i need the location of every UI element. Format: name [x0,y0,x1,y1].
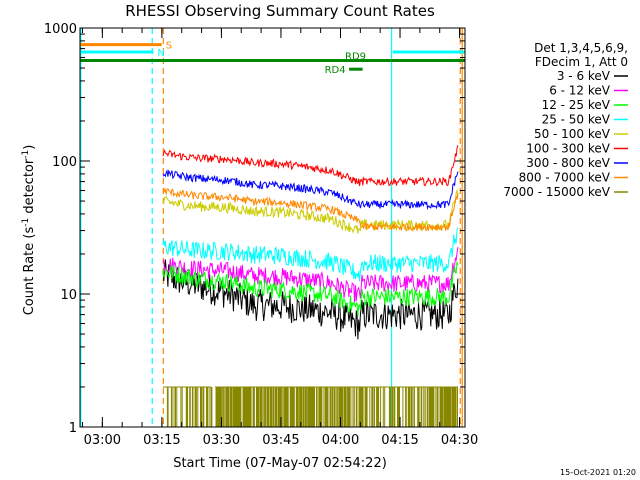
legend: Det 1,3,4,5,6,9, FDecim 1, Att 0 3 - 6 k… [503,41,628,199]
x-tick-label-6: 04:30 [441,433,478,448]
y-axis-label-sup1: -1 [21,218,31,227]
y-axis-label-main: Count Rate (s [22,227,37,316]
legend-header-line-1: Det 1,3,4,5,6,9, [534,41,628,55]
y-tick-label-3: 1000 [44,22,77,37]
legend-label-3: 25 - 50 keV [542,113,611,127]
y-tick-label-2: 100 [52,155,77,170]
flag-label-3: RD9 [345,51,366,62]
x-tick-label-5: 04:15 [381,433,418,448]
x-tick-label-1: 03:15 [143,433,180,448]
count-rate-chart: RHESSI Observing Summary Count Rates SN R… [0,0,640,480]
y-axis-label-end: ) [22,145,37,150]
series-line-3 [163,228,458,282]
legend-label-8: 7000 - 15000 keV [503,185,610,199]
series-line-6 [163,171,458,209]
flag-label-0: S [166,41,172,52]
x-tick-label-3: 03:45 [262,433,299,448]
x-axis-label: Start Time (07-May-07 02:54:22) [173,456,387,471]
flag-label-4: RD4 [325,65,346,76]
flag-label-1: N [157,48,164,59]
series-line-8 [163,387,458,427]
x-axis: 03:00 03:15 03:30 03:45 04:00 04:15 04:30 [83,28,479,448]
footer-timestamp: 15-Oct-2021 01:20 [560,468,636,477]
y-axis-label: Count Rate (s-1 detector-1) [21,145,37,316]
x-tick-label-2: 03:30 [203,433,240,448]
y-tick-label-0: 1 [69,421,77,436]
legend-label-7: 800 - 7000 keV [519,171,611,185]
x-tick-label-0: 03:00 [84,433,121,448]
y-axis-label-sup2: -1 [21,150,31,159]
legend-label-1: 6 - 12 keV [549,84,611,98]
y-axis-label-mid: detector [22,158,37,218]
chart-title: RHESSI Observing Summary Count Rates [125,2,435,20]
plot-area: SN RD9 RD4 [80,28,465,427]
legend-label-2: 12 - 25 keV [542,98,611,112]
legend-label-6: 300 - 800 keV [526,156,610,170]
x-tick-label-4: 04:00 [322,433,359,448]
legend-label-4: 50 - 100 keV [534,127,611,141]
legend-label-0: 3 - 6 keV [557,69,611,83]
legend-label-5: 100 - 300 keV [526,142,610,156]
legend-header-line-2: FDecim 1, Att 0 [535,55,628,69]
y-tick-label-1: 10 [60,288,77,303]
